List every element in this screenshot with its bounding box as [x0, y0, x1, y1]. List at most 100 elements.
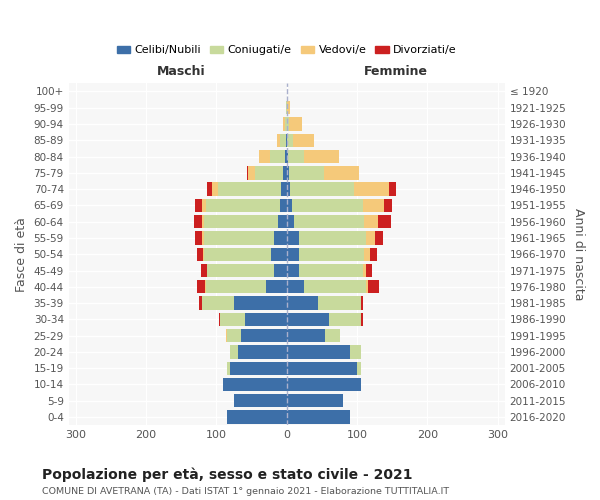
Bar: [374, 232, 383, 244]
Bar: [280, 198, 287, 212]
Bar: [287, 232, 299, 244]
Bar: [287, 150, 288, 164]
Bar: [202, 198, 206, 212]
Text: Popolazione per età, sesso e stato civile - 2021: Popolazione per età, sesso e stato civil…: [42, 468, 413, 482]
Text: COMUNE DI AVETRANA (TA) - Dati ISTAT 1° gennaio 2021 - Elaborazione TUTTITALIA.I: COMUNE DI AVETRANA (TA) - Dati ISTAT 1° …: [42, 488, 449, 496]
Bar: [361, 312, 363, 326]
Bar: [368, 280, 379, 293]
Bar: [227, 410, 287, 424]
Bar: [230, 345, 238, 358]
Bar: [286, 134, 287, 147]
Bar: [274, 264, 287, 277]
Bar: [204, 232, 274, 244]
Bar: [281, 182, 287, 196]
Bar: [363, 264, 366, 277]
Bar: [389, 182, 396, 196]
Bar: [293, 134, 314, 147]
Bar: [205, 280, 206, 293]
Bar: [366, 232, 374, 244]
Bar: [206, 182, 212, 196]
Bar: [287, 296, 319, 310]
Bar: [274, 232, 287, 244]
Bar: [287, 166, 289, 179]
Bar: [289, 166, 324, 179]
Bar: [287, 264, 299, 277]
Bar: [223, 378, 287, 391]
Text: Femmine: Femmine: [364, 66, 428, 78]
Bar: [255, 166, 283, 179]
Bar: [292, 198, 363, 212]
Bar: [287, 312, 329, 326]
Bar: [329, 312, 361, 326]
Bar: [218, 182, 281, 196]
Bar: [319, 296, 361, 310]
Bar: [197, 248, 203, 261]
Bar: [287, 345, 350, 358]
Bar: [283, 118, 284, 130]
Bar: [361, 296, 363, 310]
Bar: [363, 198, 384, 212]
Bar: [194, 215, 202, 228]
Bar: [287, 378, 361, 391]
Bar: [206, 198, 280, 212]
Bar: [290, 182, 353, 196]
Bar: [195, 198, 202, 212]
Bar: [287, 118, 289, 130]
Bar: [364, 248, 370, 261]
Bar: [286, 101, 287, 114]
Bar: [271, 248, 287, 261]
Bar: [277, 134, 280, 147]
Bar: [287, 280, 304, 293]
Bar: [266, 280, 287, 293]
Bar: [201, 264, 206, 277]
Bar: [278, 215, 287, 228]
Bar: [287, 101, 290, 114]
Bar: [205, 248, 271, 261]
Bar: [324, 166, 359, 179]
Bar: [304, 280, 366, 293]
Bar: [206, 280, 266, 293]
Y-axis label: Anni di nascita: Anni di nascita: [572, 208, 585, 300]
Bar: [284, 118, 287, 130]
Bar: [283, 166, 287, 179]
Bar: [234, 296, 287, 310]
Bar: [286, 150, 287, 164]
Bar: [364, 215, 378, 228]
Bar: [197, 280, 205, 293]
Legend: Celibi/Nubili, Coniugati/e, Vedovi/e, Divorziati/e: Celibi/Nubili, Coniugati/e, Vedovi/e, Di…: [112, 41, 461, 60]
Text: Maschi: Maschi: [157, 66, 206, 78]
Bar: [287, 362, 357, 375]
Bar: [234, 394, 287, 407]
Bar: [287, 329, 325, 342]
Bar: [378, 215, 391, 228]
Bar: [299, 264, 363, 277]
Bar: [245, 312, 287, 326]
Bar: [287, 394, 343, 407]
Bar: [259, 150, 270, 164]
Bar: [202, 215, 205, 228]
Bar: [212, 182, 218, 196]
Bar: [199, 296, 202, 310]
Bar: [294, 215, 364, 228]
Bar: [205, 215, 278, 228]
Bar: [288, 150, 304, 164]
Bar: [287, 248, 299, 261]
Bar: [357, 362, 361, 375]
Bar: [280, 134, 286, 147]
Bar: [202, 296, 234, 310]
Y-axis label: Fasce di età: Fasce di età: [15, 217, 28, 292]
Bar: [227, 329, 241, 342]
Bar: [247, 166, 248, 179]
Bar: [370, 248, 377, 261]
Bar: [202, 232, 204, 244]
Bar: [207, 264, 274, 277]
Bar: [248, 166, 255, 179]
Bar: [238, 345, 287, 358]
Bar: [203, 248, 205, 261]
Bar: [241, 329, 287, 342]
Bar: [287, 198, 292, 212]
Bar: [206, 264, 207, 277]
Bar: [299, 232, 366, 244]
Bar: [299, 248, 364, 261]
Bar: [287, 410, 350, 424]
